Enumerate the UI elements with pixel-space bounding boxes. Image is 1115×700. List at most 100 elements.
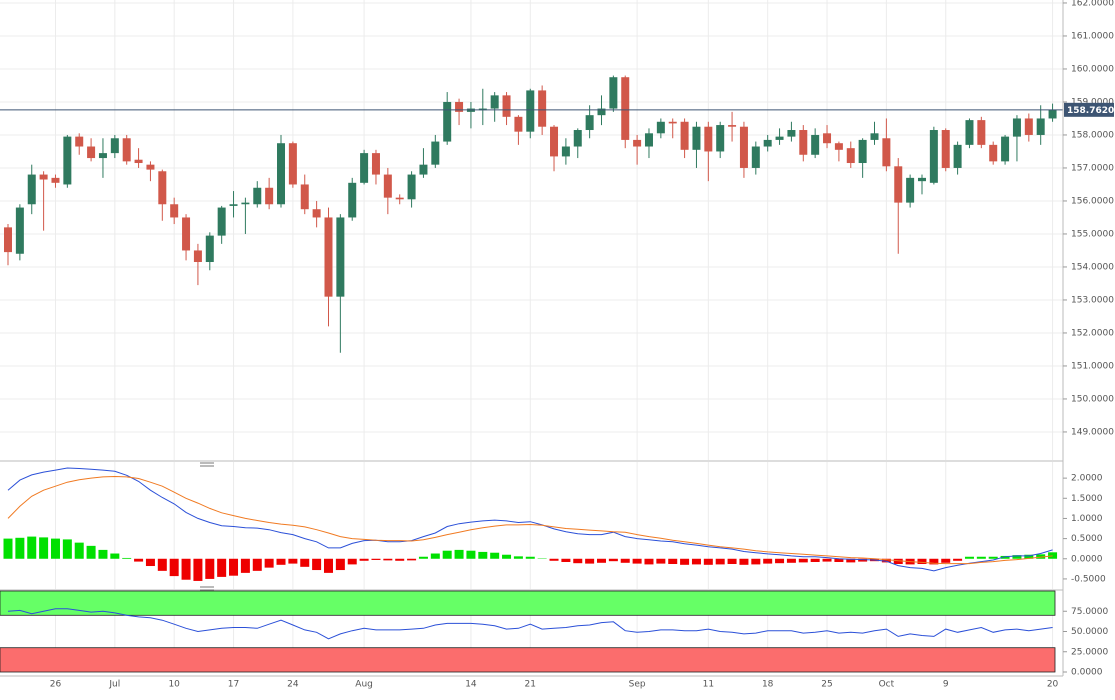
histogram-bar (454, 549, 464, 559)
histogram-bar (834, 558, 844, 562)
x-tick-label: 21 (525, 680, 536, 690)
x-tick-label: 17 (228, 680, 239, 690)
candle-body (431, 141, 440, 165)
y-tick-label: 25.0000 (1071, 647, 1108, 657)
candle-body (1048, 109, 1057, 119)
histogram-bar (181, 558, 191, 580)
candle-body (419, 164, 428, 175)
histogram-bar (442, 550, 452, 559)
histogram-bar (430, 553, 440, 559)
x-tick-label: Sep (629, 680, 646, 690)
histogram-bar (644, 558, 654, 565)
candle-body (1012, 118, 1021, 137)
histogram-bar (976, 556, 986, 559)
histogram-bar (62, 539, 72, 559)
candle-body (621, 77, 630, 140)
x-tick-label: Aug (355, 680, 373, 690)
candle-body (205, 235, 214, 263)
candle-body (312, 209, 321, 218)
histogram-bar (276, 558, 286, 565)
resize-handle[interactable] (200, 586, 214, 591)
candle-body (348, 182, 357, 218)
histogram-bar (359, 558, 369, 561)
candle-body (110, 138, 119, 154)
candle-body (929, 130, 938, 183)
histogram-bar (668, 558, 678, 565)
y-tick-label: 159.0000 (1071, 97, 1114, 107)
histogram-bar (27, 536, 37, 559)
histogram-bar (881, 558, 891, 563)
candle-body (633, 139, 642, 147)
histogram-bar (1036, 554, 1046, 559)
candle-body (1036, 118, 1045, 135)
histogram-bar (561, 558, 571, 562)
histogram-bar (1012, 555, 1022, 559)
histogram-bar (988, 556, 998, 559)
candle-body (63, 136, 72, 185)
candle-body (27, 174, 36, 205)
candle-body (75, 136, 84, 147)
histogram-bar (122, 557, 132, 559)
rsi-band (0, 590, 1056, 616)
histogram-bar (110, 553, 120, 559)
histogram-bar (383, 558, 393, 561)
histogram-bar (240, 558, 250, 573)
candle-body (182, 217, 191, 251)
y-tick-label: 156.0000 (1071, 196, 1114, 206)
histogram-bar (585, 558, 595, 564)
candle-body (371, 153, 380, 175)
x-tick-label: 9 (943, 680, 949, 690)
candle-body (894, 166, 903, 203)
candle-body (811, 134, 820, 155)
indicator-line (7, 475, 1053, 565)
candle-body (526, 90, 535, 132)
histogram-bar (395, 558, 405, 561)
indicator-line (7, 467, 1053, 572)
indicator-line (7, 608, 1053, 640)
histogram-bar (478, 551, 488, 559)
candle-body (823, 133, 832, 144)
candle-body (217, 207, 226, 236)
histogram-bar (632, 558, 642, 564)
candle-body (692, 126, 701, 150)
candle-body (288, 143, 297, 185)
histogram-bar (786, 558, 796, 563)
histogram-bar (573, 558, 583, 564)
resize-handle[interactable] (200, 462, 214, 467)
x-tick-label: 20 (1047, 680, 1059, 690)
candle-body (763, 139, 772, 147)
histogram-bar (312, 558, 322, 571)
histogram-bar (608, 558, 618, 562)
histogram-bar (858, 558, 868, 562)
y-tick-label: 150.0000 (1071, 394, 1114, 404)
histogram-bar (953, 558, 963, 561)
x-tick-label: 26 (50, 680, 62, 690)
histogram-bar (597, 558, 606, 563)
histogram-bar (1024, 554, 1034, 559)
y-tick-label: 151.0000 (1071, 361, 1114, 371)
y-tick-label: 0.0000 (1071, 554, 1103, 564)
candle-body (1001, 136, 1010, 162)
histogram-bar (264, 558, 274, 568)
candle-body (134, 159, 143, 164)
histogram-bar (39, 537, 49, 559)
histogram-bar (502, 554, 512, 559)
candle-body (550, 126, 559, 157)
histogram-bar (810, 558, 820, 562)
grid-layer (0, 0, 1063, 673)
histogram-bar (727, 558, 737, 565)
candle-body (158, 171, 167, 205)
candle-body (146, 164, 155, 170)
histogram-bar (98, 549, 108, 559)
y-tick-label: -0.5000 (1071, 574, 1106, 584)
y-tick-label: 2.0000 (1071, 474, 1103, 484)
candle-body (906, 177, 915, 203)
histogram-bar (347, 558, 357, 565)
histogram-bar (335, 558, 345, 571)
candle-body (98, 153, 107, 159)
candle-body (170, 204, 179, 218)
histogram-bar (371, 558, 381, 560)
histogram-bar (549, 558, 559, 561)
